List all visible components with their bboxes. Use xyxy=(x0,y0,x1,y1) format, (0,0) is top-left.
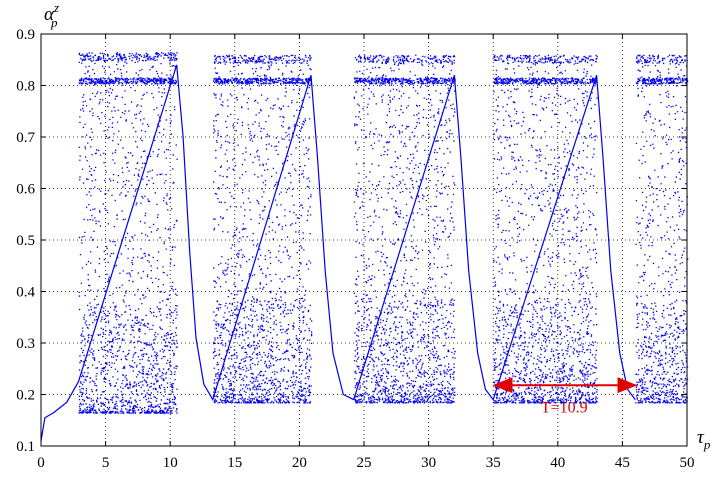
laminar-curve xyxy=(40,64,636,441)
y-tick-label: 0.5 xyxy=(16,233,35,249)
y-tick-label: 0.9 xyxy=(16,27,35,43)
x-axis-label: τp xyxy=(697,427,711,452)
x-tick-label: 20 xyxy=(292,455,307,471)
x-tick-label: 30 xyxy=(421,455,436,471)
period-annotation: T=10.9 xyxy=(541,400,588,417)
y-tick-label: 0.1 xyxy=(16,439,35,455)
x-tick-label: 25 xyxy=(357,455,372,471)
x-tick-label: 45 xyxy=(615,455,630,471)
y-tick-label: 0.3 xyxy=(16,336,35,352)
x-tick-label: 10 xyxy=(163,455,178,471)
x-tick-label: 5 xyxy=(102,455,110,471)
x-tick-label: 15 xyxy=(227,455,242,471)
y-tick-label: 0.4 xyxy=(16,285,35,301)
data-points xyxy=(40,52,689,441)
y-tick-label: 0.2 xyxy=(16,388,35,404)
x-axis-label-subscript: p xyxy=(703,437,711,452)
y-axis-label: αz p xyxy=(44,0,59,30)
y-tick-label: 0.7 xyxy=(16,130,35,146)
x-tick-label: 35 xyxy=(486,455,501,471)
y-axis-label-symbol: α xyxy=(44,4,55,25)
x-tick-label: 0 xyxy=(37,455,45,471)
y-tick-label: 0.8 xyxy=(16,79,35,95)
x-axis-label-symbol: τ xyxy=(697,427,705,448)
x-tick-label: 50 xyxy=(680,455,695,471)
y-axis-label-superscript: z xyxy=(53,0,59,15)
y-tick-label: 0.6 xyxy=(16,182,35,198)
y-axis-label-subscript: p xyxy=(50,15,58,30)
annotations: T=10.9 xyxy=(492,377,638,417)
ticks: 0 5 10 15 20 25 30 35 40 45 50 0.1 0.2 0.3 0.4 0.5 0.6 0.… xyxy=(16,27,694,471)
x-tick-label: 40 xyxy=(550,455,565,471)
